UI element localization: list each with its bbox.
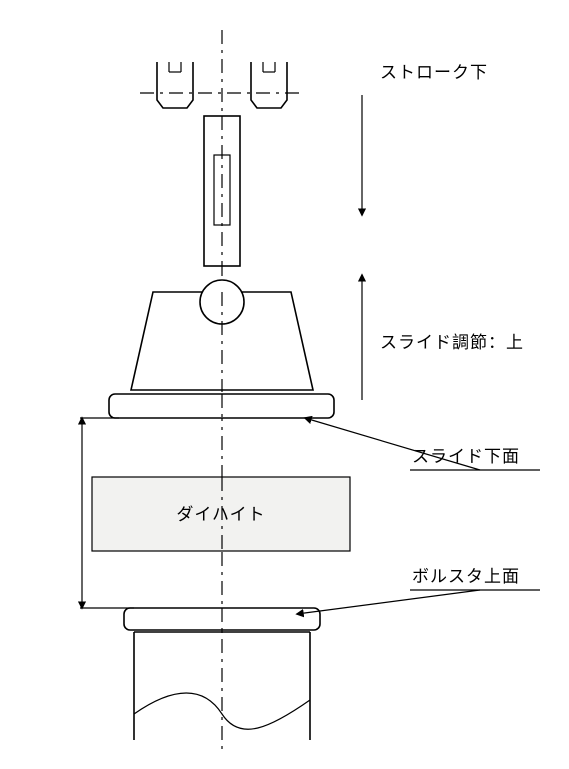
- bearing-cap-left: [157, 62, 193, 108]
- die-height-label: ダイハイト: [176, 505, 265, 524]
- stroke-down-label: ストローク下: [380, 63, 488, 82]
- bolster-face-leader: [297, 590, 480, 614]
- slide-adjust-up-label: スライド調節：上: [380, 333, 524, 352]
- press-die-height-diagram: ダイハイト ストローク下スライド調節：上スライド下面ボルスタ上面: [0, 0, 569, 769]
- slide-bottom-face-label: スライド下面: [412, 447, 520, 466]
- bearing-cap-right: [251, 62, 287, 108]
- bolster-top-face-label: ボルスタ上面: [412, 567, 520, 586]
